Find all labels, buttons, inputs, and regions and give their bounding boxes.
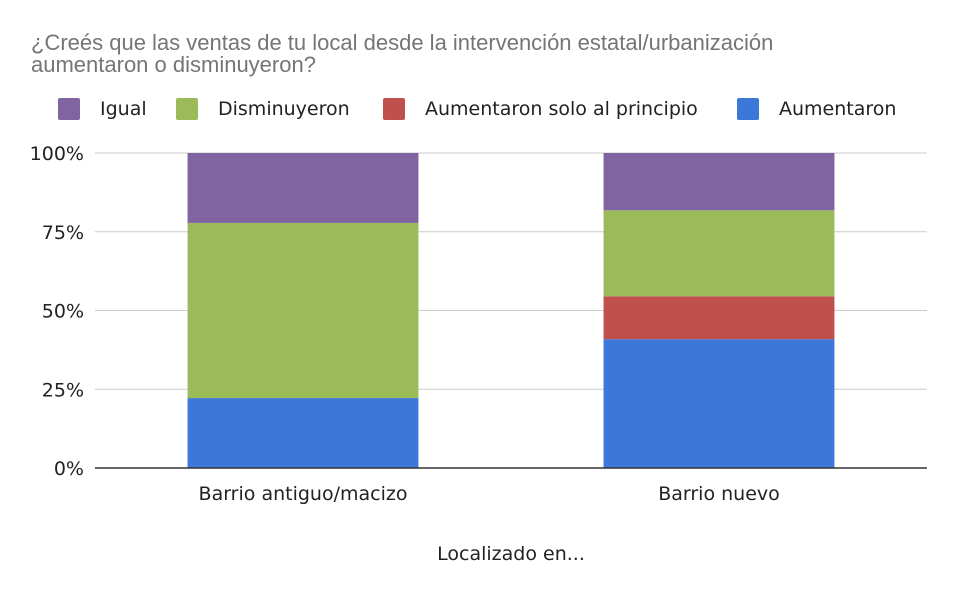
- chart-title-line-1: ¿Creés que las ventas de tu local desde …: [31, 30, 774, 55]
- x-axis-ticks: Barrio antiguo/macizo Barrio nuevo: [199, 483, 780, 505]
- bar-segment-disminuyeron: [603, 210, 835, 297]
- y-tick-label: 50%: [42, 301, 84, 323]
- bars: [187, 153, 835, 468]
- legend-swatch-igual: [58, 98, 80, 120]
- legend-label-disminuyeron: Disminuyeron: [218, 98, 350, 120]
- legend-item-aumentaron: Aumentaron: [737, 96, 896, 122]
- legend-swatch-aumentaron-solo-al-principio: [383, 98, 405, 120]
- legend-item-aumentaron-solo-al-principio: Aumentaron solo al principio: [383, 96, 698, 122]
- bar-segment-aumentaron: [187, 398, 419, 468]
- bar-segment-igual: [187, 153, 419, 223]
- x-axis-label: Localizado en...: [437, 543, 585, 565]
- legend-label-igual: Igual: [100, 98, 147, 120]
- bar-segment-aumentaron: [603, 339, 835, 468]
- legend-swatch-disminuyeron: [176, 98, 198, 120]
- legend-label-aumentaron-solo-al-principio: Aumentaron solo al principio: [425, 98, 698, 120]
- legend-item-disminuyeron: Disminuyeron: [176, 96, 350, 122]
- bar-segment-aumentaron-solo-al-principio: [603, 296, 835, 340]
- bar-segment-disminuyeron: [187, 222, 419, 399]
- legend-swatch-aumentaron: [737, 98, 759, 120]
- y-tick-label: 75%: [42, 222, 84, 244]
- legend-item-igual: Igual: [58, 96, 147, 122]
- y-tick-label: 0%: [54, 458, 84, 480]
- chart-title-line-2: aumentaron o disminuyeron?: [31, 52, 316, 77]
- x-tick-label: Barrio antiguo/macizo: [199, 483, 408, 505]
- x-tick-label: Barrio nuevo: [658, 483, 780, 505]
- y-tick-label: 25%: [42, 379, 84, 401]
- bar-segment-igual: [603, 153, 835, 211]
- y-axis-ticks: 0% 25% 50% 75% 100%: [30, 143, 84, 480]
- legend-label-aumentaron: Aumentaron: [779, 98, 897, 120]
- y-tick-label: 100%: [30, 143, 84, 165]
